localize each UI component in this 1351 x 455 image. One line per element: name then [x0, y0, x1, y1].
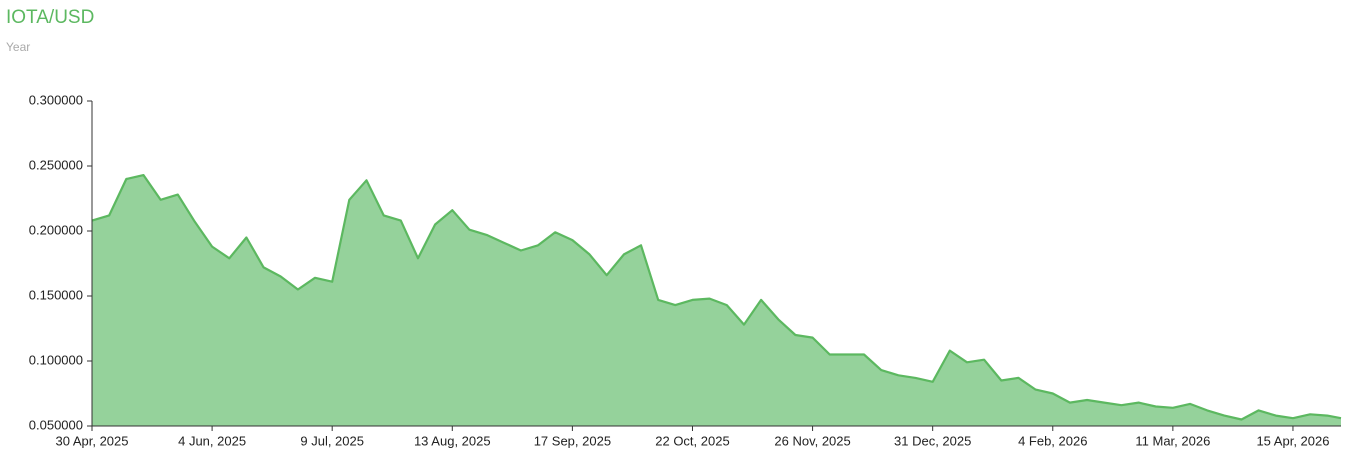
chart-title: IOTA/USD	[6, 7, 94, 28]
y-tick-label: 0.300000	[29, 92, 83, 107]
x-tick-label: 30 Apr, 2025	[55, 433, 128, 448]
area-fill	[92, 175, 1341, 426]
x-tick-label: 17 Sep, 2025	[534, 433, 611, 448]
chart-subtitle: Year	[6, 40, 30, 54]
x-tick-label: 22 Oct, 2025	[655, 433, 729, 448]
x-tick-label: 31 Dec, 2025	[894, 433, 971, 448]
y-tick-label: 0.250000	[29, 157, 83, 172]
x-tick-label: 11 Mar, 2026	[1135, 433, 1210, 448]
y-tick-label: 0.200000	[29, 222, 83, 237]
y-tick-label: 0.150000	[29, 287, 83, 302]
x-tick-label: 4 Jun, 2025	[178, 433, 246, 448]
x-tick-label: 26 Nov, 2025	[774, 433, 850, 448]
x-tick-label: 13 Aug, 2025	[414, 433, 491, 448]
x-tick-label: 9 Jul, 2025	[300, 433, 364, 448]
x-tick-label: 4 Feb, 2026	[1018, 433, 1087, 448]
x-tick-label: 15 Apr, 2026	[1256, 433, 1329, 448]
y-tick-label: 0.050000	[29, 417, 83, 432]
y-tick-label: 0.100000	[29, 352, 83, 367]
area-line	[91, 174, 1342, 421]
